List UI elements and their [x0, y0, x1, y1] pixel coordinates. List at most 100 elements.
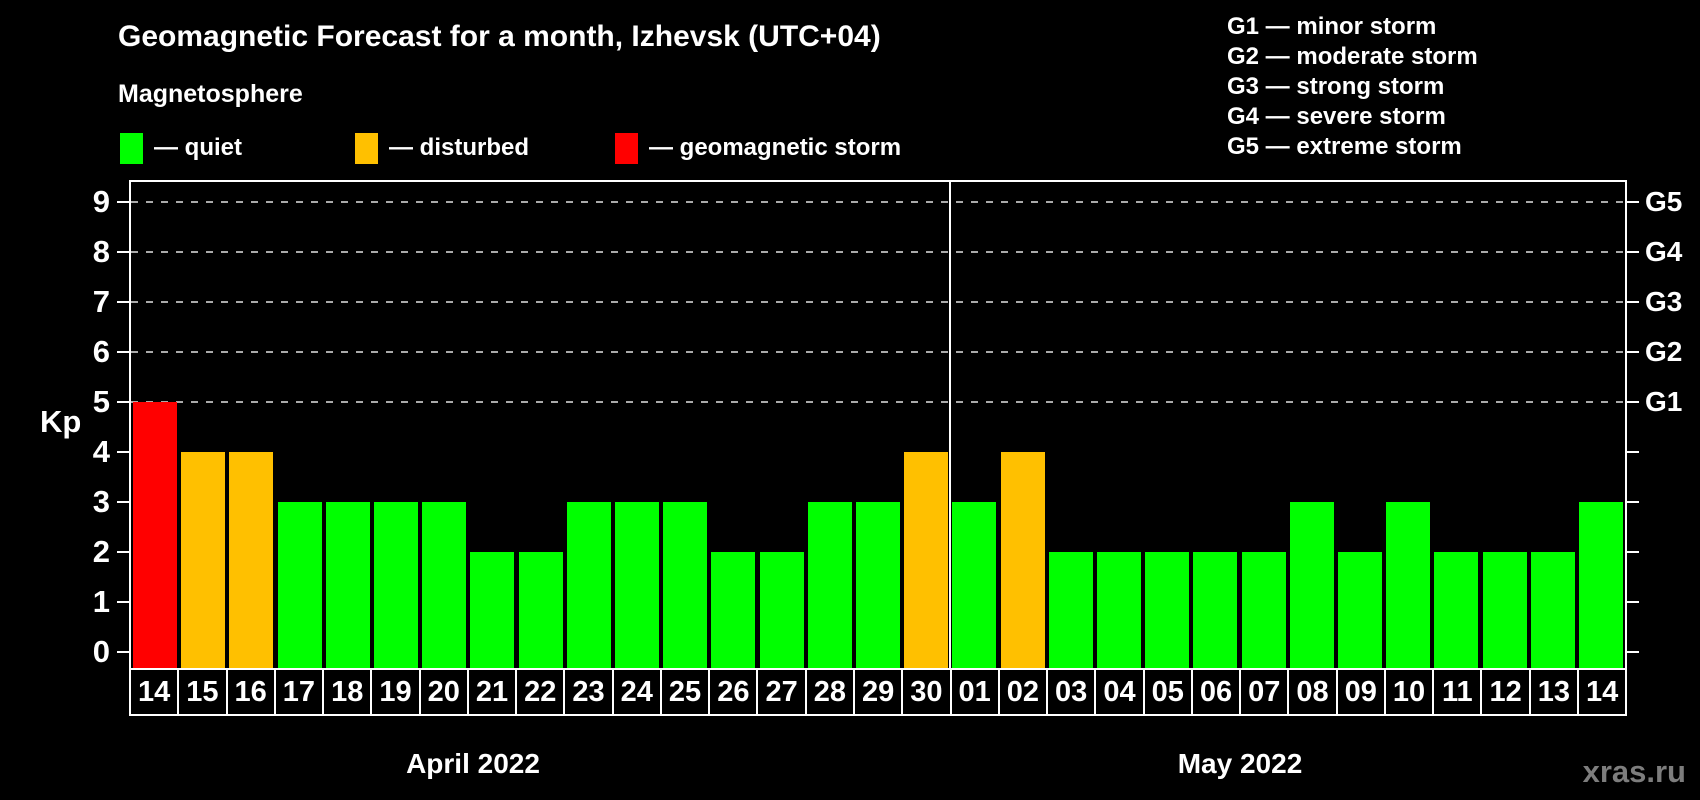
gridline-kp6	[131, 351, 1625, 353]
day-label: 12	[1480, 668, 1531, 716]
month-separator-line	[949, 182, 952, 668]
kp-bar-april-30	[904, 452, 949, 668]
right-tick-kp6	[1626, 351, 1639, 353]
day-label: 04	[1094, 668, 1145, 716]
y-tick-label-4: 4	[92, 434, 110, 469]
y-tick-label-5: 5	[92, 384, 110, 419]
day-label: 02	[997, 668, 1049, 716]
gridline-kp7	[131, 301, 1625, 303]
kp-bar-april-15	[181, 452, 226, 668]
kp-bar-april-18	[325, 502, 370, 668]
month-label-may: May 2022	[1177, 748, 1303, 779]
quiet-color-swatch	[120, 132, 143, 164]
kp-bar-may-01	[952, 502, 997, 668]
y-tick-label-8: 8	[92, 234, 110, 269]
right-tick-kp5	[1626, 401, 1639, 403]
kp-bar-may-02	[1000, 452, 1045, 668]
day-label: 28	[804, 668, 855, 716]
g-axis-label-g5: G5	[1645, 186, 1683, 217]
left-tick-kp0	[117, 651, 130, 653]
legend-label-quiet: — quiet	[154, 134, 242, 161]
y-axis-title: Kp	[40, 404, 82, 439]
day-label: 18	[322, 668, 373, 716]
day-label: 14	[1576, 668, 1628, 716]
day-label: 07	[1239, 668, 1290, 716]
y-tick-label-3: 3	[92, 484, 110, 519]
gridline-kp9	[131, 201, 1625, 203]
legend-label-disturbed: — disturbed	[389, 134, 530, 161]
left-tick-kp4	[117, 451, 130, 453]
left-tick-kp7	[117, 301, 130, 303]
y-tick-label-0: 0	[92, 634, 110, 669]
kp-bar-april-27	[759, 552, 804, 668]
right-tick-kp2	[1626, 551, 1639, 553]
g-scale-legend: G1 — minor storm G2 — moderate storm G3 — …	[1227, 12, 1478, 162]
kp-bar-april-14	[133, 402, 178, 668]
kp-bar-may-13	[1530, 552, 1575, 668]
y-tick-label-9: 9	[92, 184, 110, 219]
month-label-april: April 2022	[406, 748, 540, 779]
day-label: 23	[563, 668, 614, 716]
g-axis-label-g2: G2	[1645, 336, 1683, 367]
kp-bar-april-29	[856, 502, 900, 668]
day-label: 25	[659, 668, 711, 716]
kp-bar-april-22	[518, 552, 563, 668]
day-label: 19	[370, 668, 421, 716]
day-label: 08	[1287, 668, 1338, 716]
day-label: 16	[225, 668, 276, 716]
day-label: 27	[756, 668, 807, 716]
kp-bar-may-09	[1337, 552, 1382, 668]
kp-bar-april-25	[663, 502, 708, 668]
kp-bar-may-12	[1482, 552, 1527, 668]
day-label: 20	[418, 668, 469, 716]
day-label: 24	[611, 668, 662, 716]
kp-bar-april-24	[615, 502, 660, 668]
right-tick-kp4	[1626, 451, 1639, 453]
kp-bar-may-11	[1434, 552, 1479, 668]
day-label: 13	[1528, 668, 1579, 716]
kp-bar-may-08	[1289, 502, 1334, 668]
day-label: 03	[1046, 668, 1097, 716]
g-axis-label-g1: G1	[1645, 386, 1683, 417]
day-label: 15	[177, 668, 228, 716]
left-tick-kp1	[117, 601, 130, 603]
disturbed-color-swatch	[355, 132, 378, 164]
day-label: 17	[273, 668, 325, 716]
g-axis-label-g3: G3	[1645, 286, 1683, 317]
kp-bar-april-21	[470, 552, 515, 668]
g-legend-line-1: G1 — minor storm	[1227, 13, 1437, 40]
plot-area	[129, 180, 1627, 670]
day-label: 29	[852, 668, 904, 716]
kp-bar-april-23	[566, 502, 611, 668]
gridline-kp8	[131, 251, 1625, 253]
right-tick-kp9	[1626, 201, 1639, 203]
kp-bar-may-10	[1386, 502, 1431, 668]
watermark: xras.ru	[1582, 754, 1686, 789]
kp-bar-may-06	[1193, 552, 1238, 668]
legend-label-storm: — geomagnetic storm	[649, 134, 902, 161]
right-tick-kp7	[1626, 301, 1639, 303]
y-tick-label-6: 6	[92, 334, 110, 369]
y-tick-label-7: 7	[92, 284, 110, 319]
y-tick-label-2: 2	[92, 534, 110, 569]
kp-bar-may-14	[1578, 502, 1623, 668]
right-tick-kp3	[1626, 501, 1639, 503]
right-tick-kp0	[1626, 651, 1639, 653]
legend-item-disturbed: — disturbed	[355, 131, 529, 165]
left-tick-kp3	[117, 501, 130, 503]
legend-item-storm: — geomagnetic storm	[615, 131, 901, 165]
left-tick-kp9	[117, 201, 130, 203]
x-axis-day-labels: 14 15 16 17 18 19 20 21 22 23 24 25 26 27 28 29 30 01 02 03…	[129, 668, 1628, 716]
day-label: 09	[1335, 668, 1386, 716]
right-tick-kp1	[1626, 601, 1639, 603]
left-tick-kp6	[117, 351, 130, 353]
g-axis-label-g4: G4	[1645, 236, 1683, 267]
day-label: 01	[949, 668, 1000, 716]
day-label: 14	[129, 668, 180, 716]
g-legend-line-5: G5 — extreme storm	[1227, 133, 1462, 160]
kp-bar-may-07	[1241, 552, 1286, 668]
magnetosphere-label: Magnetosphere	[118, 80, 303, 108]
legend-item-quiet: — quiet	[120, 131, 242, 165]
day-label: 26	[708, 668, 759, 716]
